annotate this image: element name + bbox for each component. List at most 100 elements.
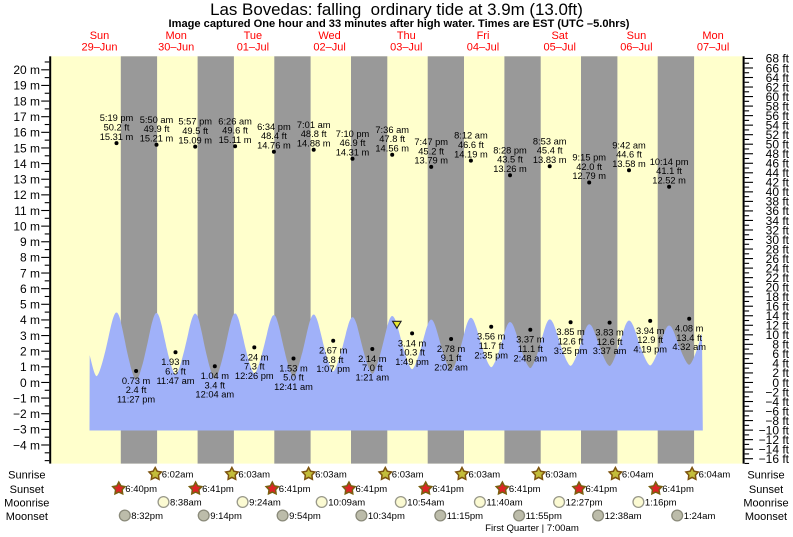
svg-text:10:54am: 10:54am xyxy=(407,497,444,508)
svg-text:13 m: 13 m xyxy=(13,173,40,187)
svg-text:42 ft: 42 ft xyxy=(766,176,790,190)
svg-text:0 ft: 0 ft xyxy=(772,376,789,390)
svg-text:3:25 pm: 3:25 pm xyxy=(554,346,588,356)
svg-text:Moonrise: Moonrise xyxy=(743,497,788,509)
svg-text:12.6 ft: 12.6 ft xyxy=(597,337,623,347)
svg-text:45.4 ft: 45.4 ft xyxy=(537,146,563,156)
svg-text:8:32pm: 8:32pm xyxy=(131,511,163,522)
svg-text:58 ft: 58 ft xyxy=(766,99,790,113)
svg-text:0.73 m: 0.73 m xyxy=(122,376,151,386)
svg-text:9:42 am: 9:42 am xyxy=(612,140,646,150)
svg-text:2:02 am: 2:02 am xyxy=(434,363,468,373)
svg-text:8:28 pm: 8:28 pm xyxy=(493,145,527,155)
svg-text:46.6 ft: 46.6 ft xyxy=(458,140,484,150)
svg-text:1:24am: 1:24am xyxy=(684,511,716,522)
svg-text:8.8 ft: 8.8 ft xyxy=(323,355,344,365)
svg-text:7.0 ft: 7.0 ft xyxy=(362,363,383,373)
svg-text:3.94 m: 3.94 m xyxy=(636,326,665,336)
svg-text:5.0 ft: 5.0 ft xyxy=(283,373,304,383)
svg-text:−1 m: −1 m xyxy=(13,391,40,405)
svg-text:Sunset: Sunset xyxy=(10,484,44,496)
svg-text:30–Jun: 30–Jun xyxy=(158,41,194,53)
svg-text:5 m: 5 m xyxy=(20,298,40,312)
svg-text:Sun: Sun xyxy=(90,30,110,42)
svg-text:8:53 am: 8:53 am xyxy=(533,136,567,146)
svg-text:15.09 m: 15.09 m xyxy=(178,135,212,145)
svg-text:−4 ft: −4 ft xyxy=(765,395,789,409)
svg-text:6:02am: 6:02am xyxy=(162,469,194,480)
svg-text:18 ft: 18 ft xyxy=(766,290,790,304)
svg-text:11:27 pm: 11:27 pm xyxy=(117,395,155,405)
svg-text:17 m: 17 m xyxy=(13,110,40,124)
svg-text:29–Jun: 29–Jun xyxy=(81,41,117,53)
svg-text:−8 ft: −8 ft xyxy=(765,414,789,428)
svg-text:6:41pm: 6:41pm xyxy=(356,484,388,495)
svg-text:8 ft: 8 ft xyxy=(772,338,789,352)
svg-text:19 m: 19 m xyxy=(13,79,40,93)
svg-text:1:21 am: 1:21 am xyxy=(356,373,390,383)
svg-text:03–Jul: 03–Jul xyxy=(390,41,422,53)
svg-text:46.9 ft: 46.9 ft xyxy=(340,138,366,148)
svg-text:5:19 pm: 5:19 pm xyxy=(100,113,134,123)
svg-text:11.1 ft: 11.1 ft xyxy=(518,344,544,354)
svg-text:3.56 m: 3.56 m xyxy=(477,332,506,342)
svg-text:12 m: 12 m xyxy=(13,188,40,202)
svg-text:0 m: 0 m xyxy=(20,376,40,390)
svg-text:7.3 ft: 7.3 ft xyxy=(244,362,265,372)
svg-text:15.11 m: 15.11 m xyxy=(219,135,252,145)
svg-text:9.1 ft: 9.1 ft xyxy=(441,353,462,363)
svg-text:1:49 pm: 1:49 pm xyxy=(395,357,429,367)
svg-text:14.56 m: 14.56 m xyxy=(375,144,409,154)
svg-text:3:37 am: 3:37 am xyxy=(593,346,627,356)
svg-text:44 ft: 44 ft xyxy=(766,166,790,180)
svg-text:6 ft: 6 ft xyxy=(772,347,789,361)
svg-text:14.76 m: 14.76 m xyxy=(257,140,291,150)
svg-text:6:40pm: 6:40pm xyxy=(125,484,157,495)
svg-text:6 m: 6 m xyxy=(20,282,40,296)
svg-text:54 ft: 54 ft xyxy=(766,119,790,133)
svg-text:Mon: Mon xyxy=(702,30,723,42)
svg-text:4:19 pm: 4:19 pm xyxy=(633,344,667,354)
svg-text:07–Jul: 07–Jul xyxy=(697,41,729,53)
svg-text:14.19 m: 14.19 m xyxy=(454,149,488,159)
svg-text:48.4 ft: 48.4 ft xyxy=(261,131,287,141)
svg-text:30 ft: 30 ft xyxy=(766,233,790,247)
svg-text:49.5 ft: 49.5 ft xyxy=(182,126,208,136)
svg-text:1:07 pm: 1:07 pm xyxy=(316,364,350,374)
svg-text:5:50 am: 5:50 am xyxy=(140,115,174,125)
svg-text:1:16pm: 1:16pm xyxy=(645,497,677,508)
svg-text:6:41pm: 6:41pm xyxy=(586,484,618,495)
svg-text:62 ft: 62 ft xyxy=(766,80,790,94)
svg-text:11:55pm: 11:55pm xyxy=(526,511,562,522)
svg-text:20 m: 20 m xyxy=(13,63,40,77)
svg-text:12:41 am: 12:41 am xyxy=(274,382,313,392)
svg-text:40 ft: 40 ft xyxy=(766,185,790,199)
svg-text:3.37 m: 3.37 m xyxy=(516,335,545,345)
svg-text:2.67 m: 2.67 m xyxy=(319,346,348,356)
svg-text:49.9 ft: 49.9 ft xyxy=(144,124,170,134)
svg-text:−16 ft: −16 ft xyxy=(759,452,790,466)
svg-text:10:34pm: 10:34pm xyxy=(368,511,405,522)
svg-text:36 ft: 36 ft xyxy=(766,204,790,218)
svg-text:10 ft: 10 ft xyxy=(766,328,790,342)
svg-text:7:10 pm: 7:10 pm xyxy=(336,129,370,139)
svg-text:6:03am: 6:03am xyxy=(238,469,270,480)
svg-text:12:38am: 12:38am xyxy=(605,511,642,522)
svg-text:6:26 am: 6:26 am xyxy=(218,116,252,126)
svg-text:12:04 am: 12:04 am xyxy=(195,390,234,400)
svg-text:43.5 ft: 43.5 ft xyxy=(497,155,523,165)
svg-text:2.78 m: 2.78 m xyxy=(437,344,466,354)
svg-text:−6 ft: −6 ft xyxy=(765,404,789,418)
svg-text:−10 ft: −10 ft xyxy=(759,423,790,437)
svg-text:16 m: 16 m xyxy=(13,126,40,140)
svg-text:26 ft: 26 ft xyxy=(766,252,790,266)
svg-text:3.14 m: 3.14 m xyxy=(398,338,427,348)
svg-text:66 ft: 66 ft xyxy=(766,61,790,75)
svg-text:11:40am: 11:40am xyxy=(486,497,522,508)
svg-text:12.52 m: 12.52 m xyxy=(652,175,686,185)
svg-text:11:15pm: 11:15pm xyxy=(447,511,483,522)
svg-text:9:54pm: 9:54pm xyxy=(289,511,321,522)
svg-text:45.2 ft: 45.2 ft xyxy=(418,146,444,156)
svg-text:6:03am: 6:03am xyxy=(392,469,424,480)
svg-text:1.53 m: 1.53 m xyxy=(279,363,308,373)
